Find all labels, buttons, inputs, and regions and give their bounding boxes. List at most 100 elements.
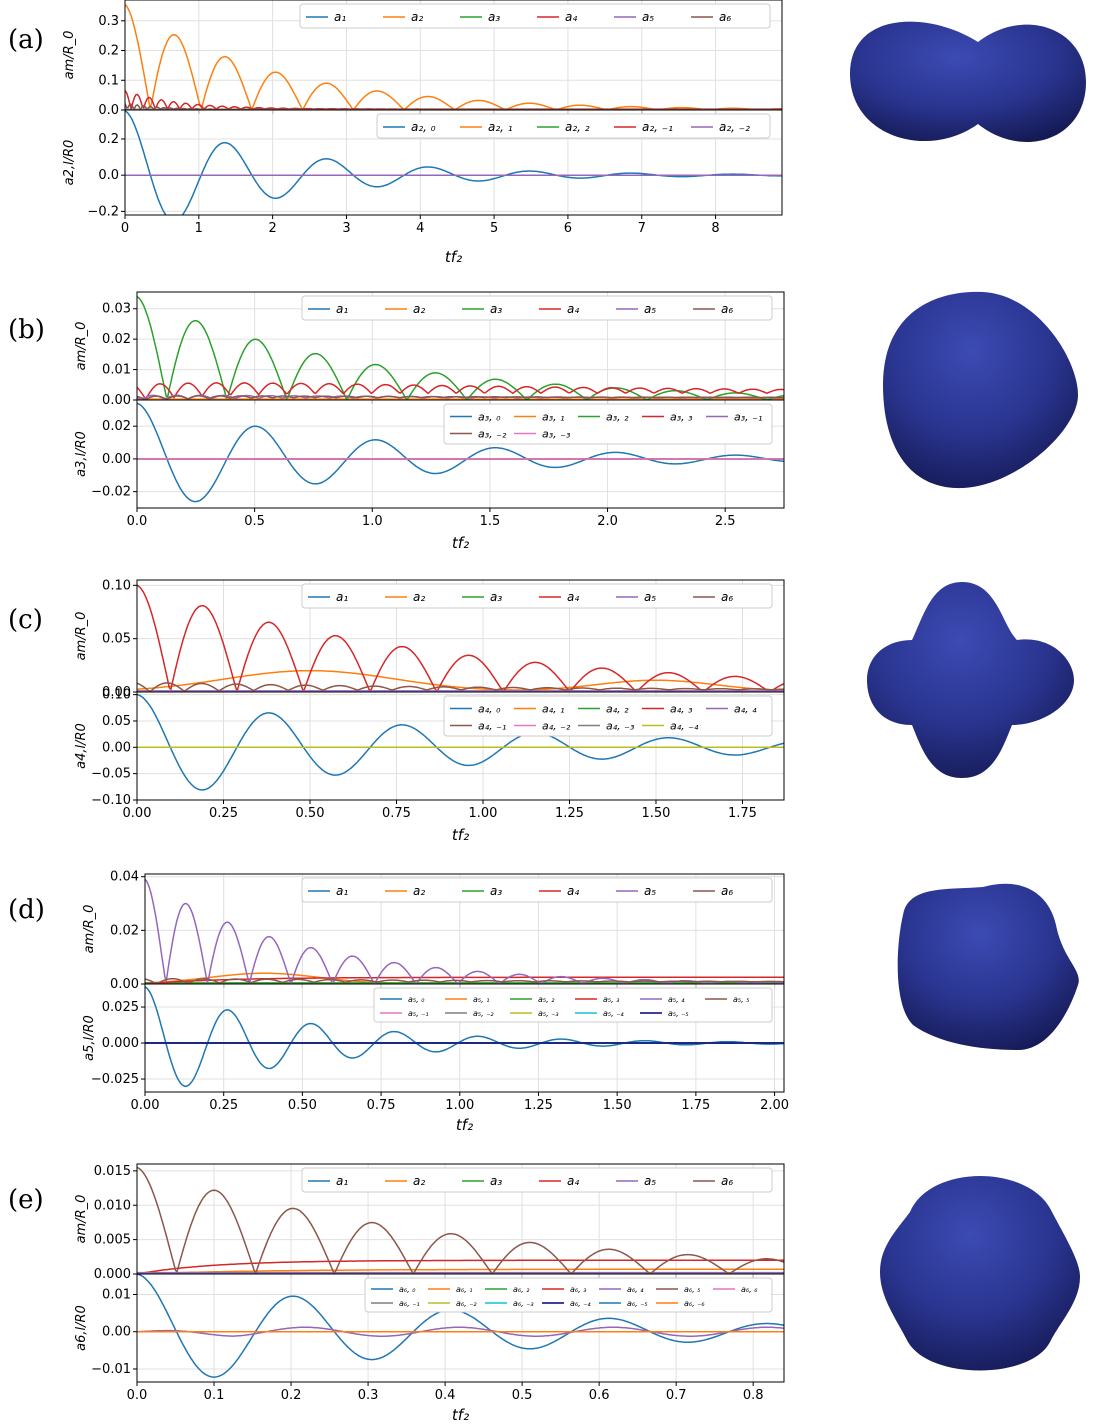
x-tick-label: 2.00 (760, 1098, 789, 1113)
legend-entry: a₅ (644, 302, 656, 316)
series-line (137, 402, 784, 503)
y-tick-label: 0.10 (102, 578, 131, 593)
legend-entry: a₂ (411, 10, 423, 24)
panel-label: (b) (8, 315, 45, 345)
x-tick-label: 1.5 (480, 514, 501, 529)
y-tick-label: 0.00 (102, 740, 131, 755)
x-tick-label: 0.5 (244, 514, 265, 529)
y-tick-label: −0.01 (91, 1362, 131, 1377)
legend-entry: a₆, ₃ (570, 1285, 586, 1294)
x-tick-label: 1.50 (642, 806, 671, 821)
axes-frame (144, 983, 785, 1093)
y-tick-label: 0.0 (98, 103, 119, 118)
y-tick-label: −0.10 (91, 793, 131, 808)
panel-3-top-axes: 0.00 0.02 0.04 am/R_0 a₁ a₂ a₃ a₄ a₅ a₆ (82, 870, 785, 992)
legend-entry: a₅, ₀ (408, 995, 425, 1004)
legend-entry: a₅, ₋₁ (408, 1009, 429, 1018)
legend-entry: a₄, ₃ (670, 702, 693, 715)
legend: a₂, ₀ a₂, ₁ a₂, ₂ a₂, ₋₁ a₂, ₋₂ (376, 113, 771, 139)
series-line (145, 977, 784, 984)
y-tick-label: 0.000 (94, 1267, 131, 1282)
y-axis-label: a6,l/R0 (74, 1305, 89, 1351)
shape-surface (883, 291, 1078, 489)
series-line (137, 1166, 784, 1274)
legend-entry: a₄, ₋₁ (478, 719, 506, 732)
legend-box (301, 1167, 773, 1193)
x-tick-label: 0.8 (743, 1388, 764, 1403)
legend-entry: a₂, ₂ (565, 120, 590, 134)
panel-4-top-axes: 0.000 0.005 0.010 0.015 am/R_0 a₁ a₂ a₃ a₄ a₅ a₆ (74, 1163, 785, 1282)
x-tick-label: 1.50 (603, 1098, 632, 1113)
y-axis-label: a5,l/R0 (82, 1015, 97, 1061)
legend-entry: a₆, ₄ (627, 1285, 644, 1294)
x-tick-label: 0.5 (512, 1388, 533, 1403)
legend-entry: a₅ (644, 1174, 656, 1188)
y-tick-label: 0.02 (102, 419, 131, 434)
x-tick-label: 0.3 (358, 1388, 379, 1403)
legend-entry: a₄ (567, 884, 579, 898)
legend-entry: a₄ (565, 10, 577, 24)
x-axis-label: tf₂ (452, 826, 469, 844)
x-tick-label: 0.75 (382, 806, 411, 821)
legend-box (301, 877, 773, 903)
series-line (137, 1259, 784, 1274)
x-tick-label: 0.6 (589, 1388, 610, 1403)
series-line (137, 395, 784, 400)
y-tick-label: 0.00 (102, 452, 131, 467)
x-tick-label: 0.50 (288, 1098, 317, 1113)
panel-label: (d) (8, 895, 45, 925)
x-tick-label: 3 (342, 221, 350, 236)
axes-frame (124, 109, 783, 216)
legend-entry: a₂ (413, 1174, 425, 1188)
legend-entry: a₄, ₀ (478, 702, 501, 715)
legend-entry: a₄ (567, 302, 579, 316)
panel-label: (e) (8, 1185, 44, 1215)
y-tick-label: −0.2 (87, 204, 119, 219)
hexagon-blob-shape (880, 1176, 1080, 1371)
series-line (137, 1326, 784, 1337)
legend-entry: a₂ (413, 884, 425, 898)
legend-entry: a₆, ₁ (456, 1285, 472, 1294)
y-tick-label: 0.01 (102, 363, 131, 378)
x-tick-label: 0.2 (281, 1388, 302, 1403)
series-group (137, 402, 784, 503)
series-line (145, 986, 784, 1088)
y-tick-label: 0.3 (98, 14, 119, 29)
legend-entry: a₅, ₋₂ (473, 1009, 494, 1018)
y-tick-label: 0.2 (98, 132, 119, 147)
y-tick-label: 0.05 (102, 632, 131, 647)
series-group (137, 1274, 784, 1378)
legend: a₁ a₂ a₃ a₄ a₅ a₆ (299, 3, 771, 29)
legend-entry: a₃ (488, 10, 500, 24)
legend: a₃, ₀ a₃, ₁ a₃, ₂ a₃, ₃ a₃, ₋₁ a₃, ₋₂ a₃, ₋₃ (443, 403, 773, 445)
axes-frame (136, 1273, 785, 1383)
x-tick-label: 0.1 (204, 1388, 225, 1403)
legend-entry: a₆, ₂ (513, 1285, 530, 1294)
x-axis-label: tf₂ (445, 248, 462, 266)
panel-1-bottom-axes: −0.02 0.00 0.02 0.0 0.5 1.0 1.5 2.0 2.5 a3,l/R0 a₃… (74, 399, 785, 529)
legend-entry: a₅, ₁ (473, 995, 489, 1004)
x-tick-label: 1.00 (445, 1098, 474, 1113)
legend-entry: a₂, ₋₁ (642, 120, 673, 134)
legend: a₅, ₀ a₅, ₁ a₅, ₂ a₅, ₃ a₅, ₄ a₅, ₅ a₅, ₋₁ a₅, … (373, 987, 773, 1023)
y-tick-label: 0.00 (102, 1325, 131, 1340)
y-axis-label: am/R_0 (74, 612, 89, 661)
y-tick-label: 0.00 (102, 685, 131, 700)
legend-entry: a₁ (334, 10, 346, 24)
x-tick-label: 2.5 (715, 514, 736, 529)
legend-entry: a₂, ₀ (411, 120, 436, 134)
panel-label: (c) (8, 605, 43, 635)
legend-entry: a₁ (336, 590, 348, 604)
y-tick-label: 0.00 (110, 977, 139, 992)
legend-box (364, 1277, 773, 1313)
legend-entry: a₆, ₅ (684, 1285, 700, 1294)
legend: a₄, ₀ a₄, ₁ a₄, ₂ a₄, ₃ a₄, ₄ a₄, ₋₁ a₄, ₋₂ a₄,… (443, 695, 773, 737)
legend: a₁ a₂ a₃ a₄ a₅ a₆ (301, 295, 773, 321)
x-tick-label: 0.7 (666, 1388, 687, 1403)
y-tick-label: 0.015 (94, 1164, 131, 1179)
legend-entry: a₅, ₋₃ (538, 1009, 559, 1018)
y-tick-label: 0.00 (102, 393, 131, 408)
y-axis-label: am/R_0 (74, 1195, 89, 1244)
legend: a₆, ₀ a₆, ₁ a₆, ₂ a₆, ₃ a₆, ₄ a₆, ₅ a₆, ₆ a₆, ₋… (364, 1277, 773, 1313)
